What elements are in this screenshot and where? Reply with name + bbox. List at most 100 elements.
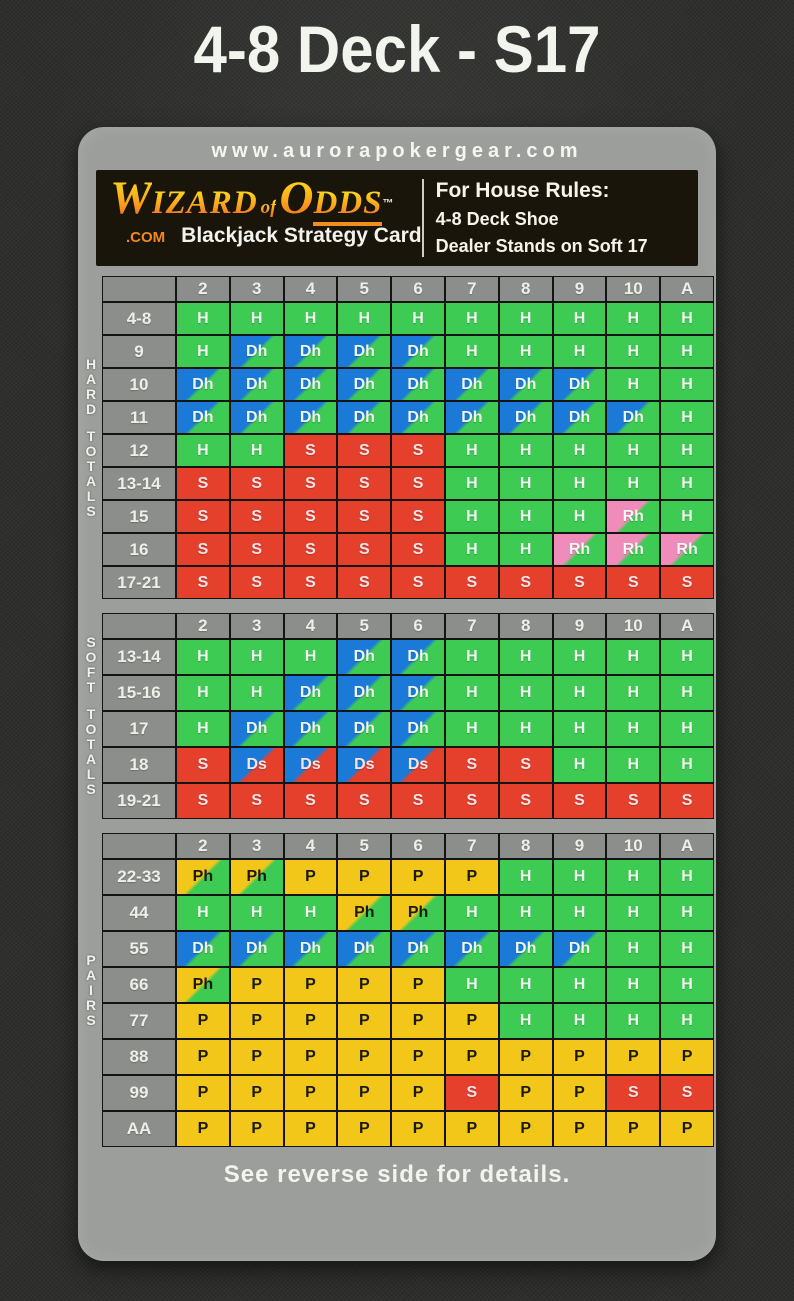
dealer-card-header: 7 bbox=[444, 276, 499, 302]
strategy-cell-p: P bbox=[552, 1111, 607, 1147]
strategy-cell-p: P bbox=[283, 1111, 338, 1147]
strategy-cell-s: S bbox=[337, 434, 392, 467]
strategy-cell-s: S bbox=[176, 783, 230, 819]
strategy-cell-p: P bbox=[337, 1039, 392, 1075]
dealer-card-header: 10 bbox=[606, 833, 661, 859]
strategy-cell-p: P bbox=[176, 1075, 230, 1111]
strategy-cell-h: H bbox=[176, 895, 230, 931]
strategy-cell-h: H bbox=[498, 335, 553, 368]
hand-label: 13-14 bbox=[102, 467, 176, 500]
strategy-cell-h: H bbox=[498, 1003, 553, 1039]
strategy-cell-h: H bbox=[606, 859, 661, 895]
strategy-cell-h: H bbox=[498, 467, 553, 500]
strategy-cell-s: S bbox=[444, 1075, 499, 1111]
strategy-cell-s: S bbox=[176, 467, 230, 500]
strategy-cell-h: H bbox=[176, 434, 230, 467]
strategy-cell-ds: Ds bbox=[229, 747, 284, 783]
strategy-cell-dh: Dh bbox=[444, 931, 499, 967]
logo-subtitle: Blackjack Strategy Card bbox=[181, 224, 422, 247]
strategy-cell-p: P bbox=[552, 1075, 607, 1111]
strategy-cell-h: H bbox=[552, 895, 607, 931]
strategy-cell-s: S bbox=[391, 533, 445, 566]
strategy-cell-h: H bbox=[606, 467, 661, 500]
strategy-cell-h: H bbox=[660, 434, 714, 467]
strategy-cell-h: H bbox=[660, 675, 714, 711]
hand-label: 12 bbox=[102, 434, 176, 467]
strategy-cell-p: P bbox=[498, 1039, 553, 1075]
strategy-cell-dh: Dh bbox=[391, 931, 445, 967]
strategy-cell-dh: Dh bbox=[229, 931, 284, 967]
strategy-cell-h: H bbox=[606, 639, 661, 675]
strategy-cell-h: H bbox=[660, 895, 714, 931]
strategy-cell-h: H bbox=[444, 434, 499, 467]
strategy-cell-s: S bbox=[498, 566, 553, 599]
corner-cell bbox=[102, 613, 176, 639]
strategy-cell-s: S bbox=[283, 533, 338, 566]
strategy-cell-s: S bbox=[444, 783, 499, 819]
logo-letter-w: W bbox=[110, 172, 152, 224]
footer-note: See reverse side for details. bbox=[223, 1161, 571, 1188]
logo-bottom-row: .COM Blackjack Strategy Card bbox=[110, 224, 422, 248]
strategy-cell-ph: Ph bbox=[337, 895, 392, 931]
strategy-cell-s: S bbox=[391, 500, 445, 533]
strategy-cell-h: H bbox=[552, 467, 607, 500]
strategy-cell-h: H bbox=[444, 302, 499, 335]
strategy-cell-p: P bbox=[391, 967, 445, 1003]
strategy-cell-p: P bbox=[391, 859, 445, 895]
strategy-cell-h: H bbox=[606, 967, 661, 1003]
strategy-cell-h: H bbox=[498, 967, 553, 1003]
strategy-cell-p: P bbox=[391, 1111, 445, 1147]
strategy-cell-p: P bbox=[229, 1111, 284, 1147]
strategy-cell-s: S bbox=[176, 500, 230, 533]
strategy-cell-h: H bbox=[606, 675, 661, 711]
strategy-cell-h: H bbox=[606, 711, 661, 747]
strategy-cell-p: P bbox=[337, 1111, 392, 1147]
strategy-cell-dh: Dh bbox=[444, 368, 499, 401]
dealer-card-header: 8 bbox=[498, 833, 553, 859]
dealer-card-header: 4 bbox=[283, 276, 338, 302]
strategy-cell-s: S bbox=[229, 533, 284, 566]
strategy-grid-hard-totals: 2 3 4 5 6 7 8 9 10 A 4-8 H H H H H H H H H H 9 H Dh Dh Dh Dh H H H H H 1… bbox=[102, 276, 714, 599]
strategy-cell-s: S bbox=[337, 500, 392, 533]
dealer-card-header: 5 bbox=[337, 833, 392, 859]
dealer-card-header: 7 bbox=[444, 613, 499, 639]
strategy-cell-dh: Dh bbox=[552, 931, 607, 967]
strategy-cell-dh: Dh bbox=[283, 401, 338, 434]
dealer-card-header: 4 bbox=[283, 833, 338, 859]
hand-label: 13-14 bbox=[102, 639, 176, 675]
table-section-soft-totals: S O F T T O T A L S 2 3 4 5 6 7 8 9 10 A 13-14 H H H Dh Dh H H H H H 15… bbox=[80, 613, 716, 819]
strategy-cell-p: P bbox=[337, 1003, 392, 1039]
strategy-cell-dh: Dh bbox=[498, 931, 553, 967]
strategy-cell-h: H bbox=[606, 1003, 661, 1039]
dealer-card-header: 4 bbox=[283, 613, 338, 639]
strategy-cell-s: S bbox=[283, 566, 338, 599]
corner-cell bbox=[102, 276, 176, 302]
strategy-cell-h: H bbox=[660, 639, 714, 675]
strategy-cell-h: H bbox=[552, 639, 607, 675]
strategy-cell-p: P bbox=[229, 1003, 284, 1039]
strategy-cell-ds: Ds bbox=[283, 747, 338, 783]
hand-label: 88 bbox=[102, 1039, 176, 1075]
strategy-cell-p: P bbox=[337, 967, 392, 1003]
strategy-cell-dh: Dh bbox=[337, 711, 392, 747]
strategy-cell-h: H bbox=[606, 335, 661, 368]
strategy-card: www.aurorapokergear.com WIZARD ofODDS™ .C… bbox=[78, 127, 716, 1261]
strategy-cell-h: H bbox=[229, 302, 284, 335]
strategy-cell-dh: Dh bbox=[391, 335, 445, 368]
strategy-cell-h: H bbox=[337, 302, 392, 335]
page-title: 4-8 Deck - S17 bbox=[193, 12, 601, 87]
strategy-cell-dh: Dh bbox=[444, 401, 499, 434]
strategy-cell-p: P bbox=[229, 967, 284, 1003]
dealer-card-header: 6 bbox=[391, 276, 445, 302]
strategy-cell-h: H bbox=[498, 434, 553, 467]
strategy-cell-ds: Ds bbox=[391, 747, 445, 783]
strategy-cell-h: H bbox=[606, 931, 661, 967]
table-section-pairs: P A I R S 2 3 4 5 6 7 8 9 10 A 22-33 Ph Ph P P P P H H H H 44 H H H Ph… bbox=[80, 833, 716, 1147]
dealer-card-header: 9 bbox=[552, 276, 607, 302]
hand-label: 18 bbox=[102, 747, 176, 783]
strategy-tables: H A R D T O T A L S 2 3 4 5 6 7 8 9 10 A 4-8 H H H H H H H H H H 9 H Dh Dh… bbox=[78, 276, 716, 1147]
strategy-cell-s: S bbox=[283, 500, 338, 533]
strategy-cell-ph: Ph bbox=[176, 967, 230, 1003]
strategy-cell-h: H bbox=[444, 639, 499, 675]
logo-dds: DDS bbox=[313, 185, 383, 226]
